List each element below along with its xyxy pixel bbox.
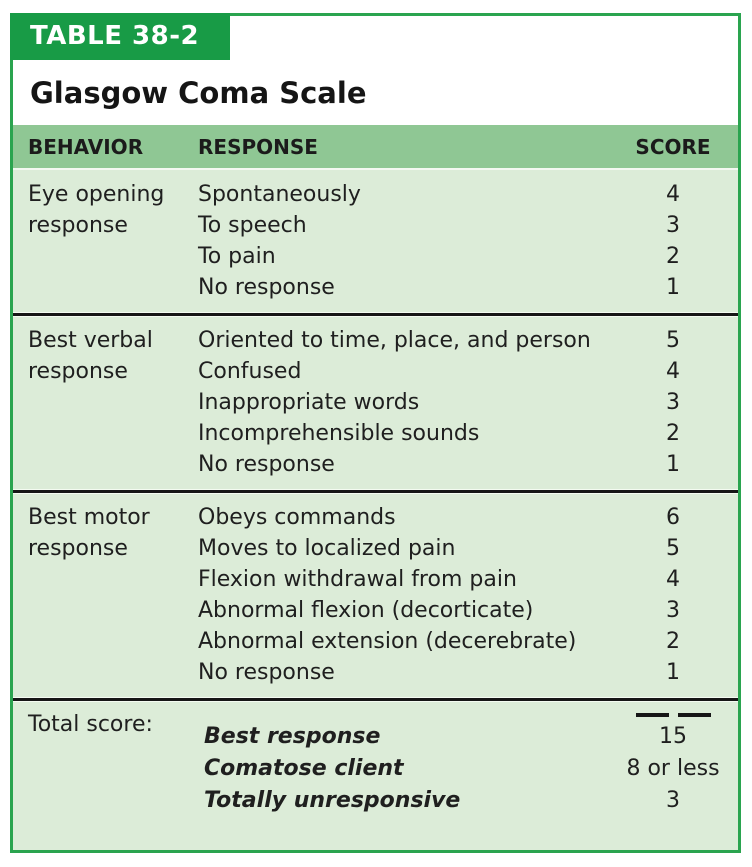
- column-header-response: RESPONSE: [198, 134, 318, 159]
- table-tag: TABLE 38-2: [10, 13, 230, 60]
- section-rows: Obeys commands 6 Moves to localized pain 5 F…: [198, 502, 738, 688]
- response-cell: No response: [198, 275, 335, 300]
- table-row: Obeys commands 6: [198, 502, 738, 533]
- table-row: Confused 4: [198, 356, 738, 387]
- response-cell: To speech: [198, 213, 307, 238]
- score-cell: [608, 707, 738, 721]
- total-rows: Best response 15 Comatose client 8 or less T…: [198, 707, 738, 840]
- sum-bar: [677, 713, 711, 717]
- response-cell: Confused: [198, 359, 302, 384]
- score-cell: 5: [666, 536, 680, 561]
- response-cell: Obeys commands: [198, 505, 396, 530]
- response-cell: No response: [198, 452, 335, 477]
- total-row: Totally unresponsive 3: [198, 785, 738, 817]
- table-row: Abnormal extension (decerebrate) 2: [198, 626, 738, 657]
- response-cell: Moves to localized pain: [198, 536, 456, 561]
- response-cell: [198, 707, 608, 721]
- total-response-cell: Best response: [204, 724, 381, 749]
- section-divider: [13, 490, 738, 493]
- total-response-cell: Totally unresponsive: [204, 788, 461, 813]
- score-cell: 3: [666, 598, 680, 623]
- score-cell: 3: [666, 213, 680, 238]
- total-response-cell: Comatose client: [204, 756, 404, 781]
- score-cell: 15: [659, 724, 687, 749]
- table-row: No response 1: [198, 272, 738, 303]
- total-label: Total score:: [28, 712, 153, 737]
- response-cell: Inappropriate words: [198, 390, 420, 415]
- section-rows: Spontaneously 4 To speech 3 To pain 2 No respo…: [198, 179, 738, 303]
- score-cell: 2: [666, 629, 680, 654]
- column-header-row: BEHAVIOR RESPONSE SCORE: [13, 125, 738, 170]
- response-cell: To pain: [198, 244, 276, 269]
- table-row: Oriented to time, place, and person 5: [198, 325, 738, 356]
- response-cell: Oriented to time, place, and person: [198, 328, 591, 353]
- response-cell: Spontaneously: [198, 182, 361, 207]
- score-cell: 1: [666, 452, 680, 477]
- table-row: Incomprehensible sounds 2: [198, 418, 738, 449]
- gcs-table-card: TABLE 38-2 Glasgow Coma Scale BEHAVIOR R…: [10, 13, 741, 853]
- score-cell: 4: [666, 359, 680, 384]
- section: Eye opening response Spontaneously 4 To spe…: [13, 170, 738, 313]
- score-cell: 8 or less: [626, 756, 720, 781]
- score-cell: 2: [666, 421, 680, 446]
- table-row: Spontaneously 4: [198, 179, 738, 210]
- table-body: Eye opening response Spontaneously 4 To spe…: [13, 170, 738, 850]
- column-header-score: SCORE: [635, 134, 711, 159]
- table-title: Glasgow Coma Scale: [30, 75, 367, 110]
- score-cell: 4: [666, 182, 680, 207]
- score-cell: 4: [666, 567, 680, 592]
- table-row: Flexion withdrawal from pain 4: [198, 564, 738, 595]
- score-cell: 3: [666, 390, 680, 415]
- section: Best verbal response Oriented to time, pl…: [13, 316, 738, 490]
- section: Best motor response Obeys commands 6 Moves …: [13, 493, 738, 698]
- table-row: Inappropriate words 3: [198, 387, 738, 418]
- table-row: No response 1: [198, 449, 738, 480]
- behavior-cell: Best motor response: [28, 505, 150, 561]
- section-divider: [13, 313, 738, 316]
- score-cell: 3: [666, 788, 680, 813]
- total-row: Best response 15: [198, 721, 738, 753]
- response-cell: No response: [198, 660, 335, 685]
- score-cell: 5: [666, 328, 680, 353]
- sum-bar: [635, 713, 669, 717]
- behavior-cell: Best verbal response: [28, 328, 153, 384]
- response-cell: Flexion withdrawal from pain: [198, 567, 517, 592]
- total-sum-line: [608, 707, 738, 717]
- response-cell: Incomprehensible sounds: [198, 421, 480, 446]
- score-cell: 6: [666, 505, 680, 530]
- table-row: To speech 3: [198, 210, 738, 241]
- table-row: To pain 2: [198, 241, 738, 272]
- total-sum-row: [198, 707, 738, 721]
- table-row: No response 1: [198, 657, 738, 688]
- response-cell: Abnormal extension (decerebrate): [198, 629, 577, 654]
- total-row: Comatose client 8 or less: [198, 753, 738, 785]
- score-cell: 1: [666, 275, 680, 300]
- response-cell: Abnormal flexion (decorticate): [198, 598, 534, 623]
- score-cell: 1: [666, 660, 680, 685]
- column-header-behavior: BEHAVIOR: [28, 134, 144, 159]
- section-divider: [13, 698, 738, 701]
- score-cell: 2: [666, 244, 680, 269]
- behavior-cell: Eye opening response: [28, 182, 165, 238]
- table-row: Moves to localized pain 5: [198, 533, 738, 564]
- total-section: Total score: Best response 15 Comatose clie…: [13, 701, 738, 850]
- section-rows: Oriented to time, place, and person 5 Conf…: [198, 325, 738, 480]
- table-row: Abnormal flexion (decorticate) 3: [198, 595, 738, 626]
